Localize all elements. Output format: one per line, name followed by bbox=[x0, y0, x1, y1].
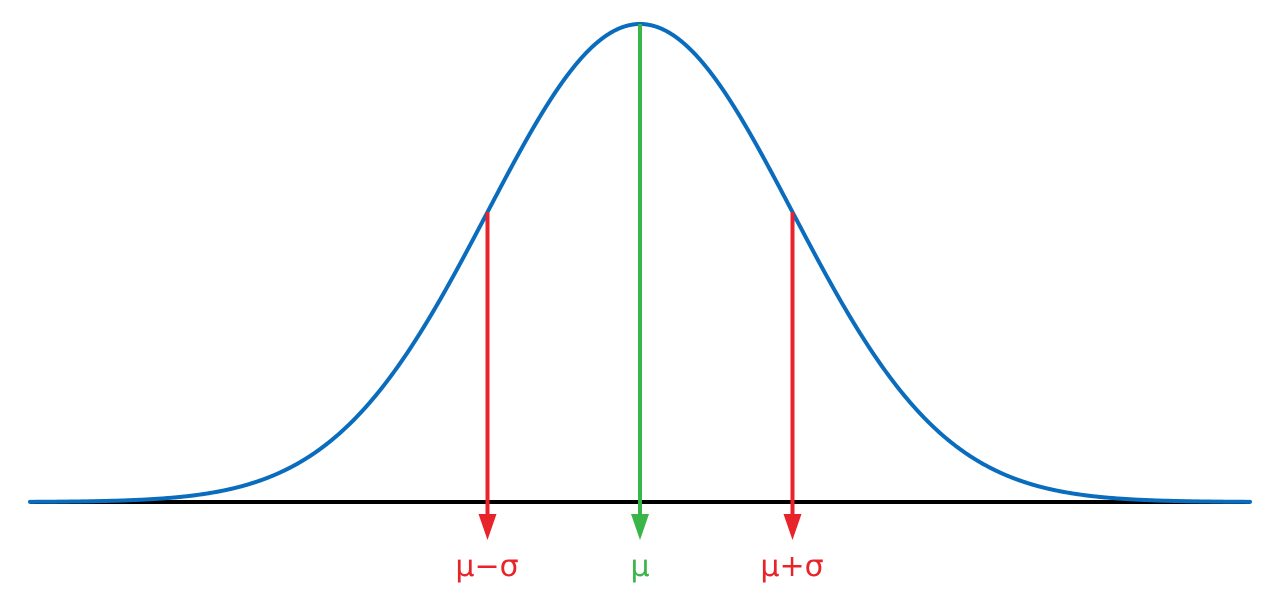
minus-sigma-label: μ−σ bbox=[455, 549, 518, 584]
plus-sigma-label: μ+σ bbox=[760, 549, 823, 584]
plus-sigma-arrowhead bbox=[783, 514, 802, 540]
mean-arrowhead bbox=[631, 514, 649, 540]
mean-label: μ bbox=[630, 549, 649, 584]
minus-sigma-arrowhead bbox=[478, 514, 497, 540]
